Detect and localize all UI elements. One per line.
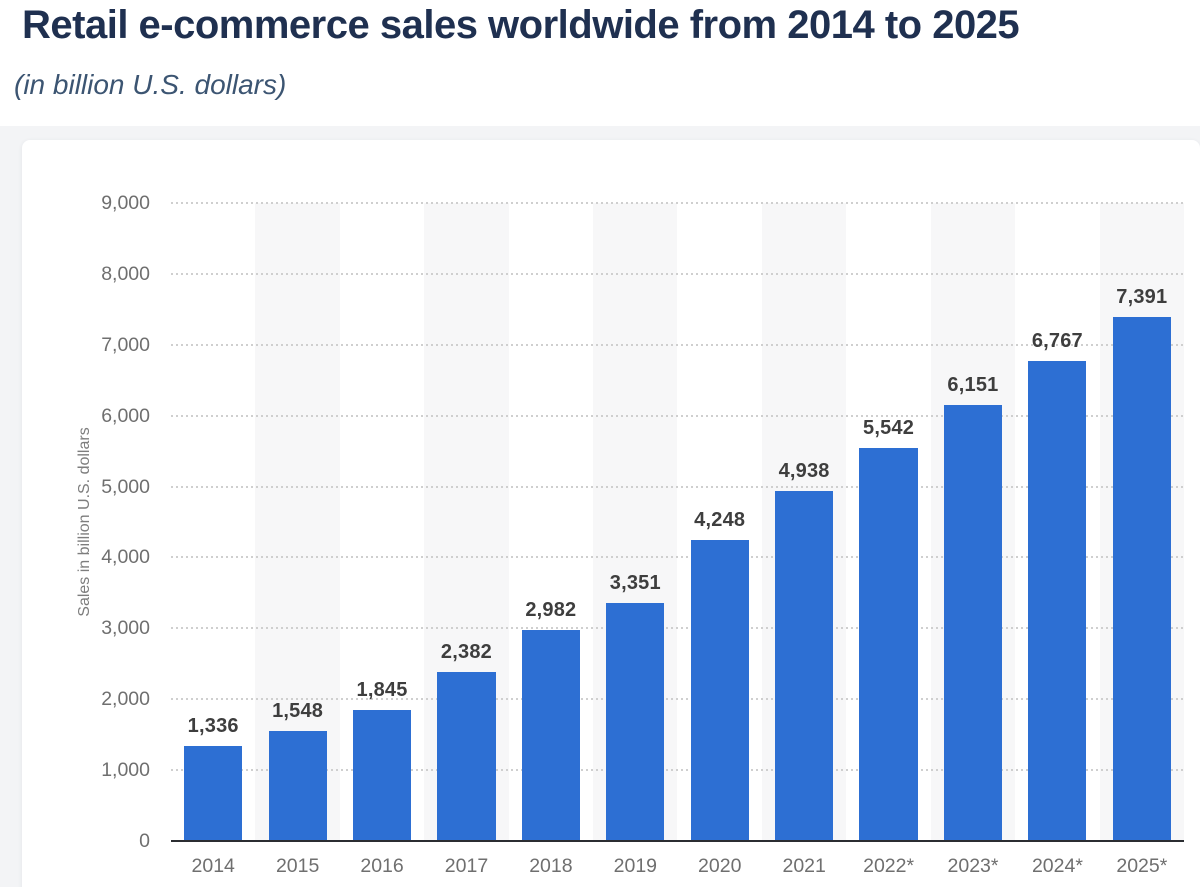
grid-line: [171, 556, 1184, 559]
chart-subtitle: (in billion U.S. dollars): [14, 69, 287, 100]
y-tick-label: 1,000: [101, 759, 150, 782]
x-tick-label: 2022*: [863, 855, 915, 877]
bar[interactable]: [775, 490, 834, 841]
y-tick-label: 7,000: [101, 333, 150, 356]
bar-value-label: 6,151: [947, 373, 999, 396]
x-tick-label: 2024*: [1031, 855, 1083, 877]
bar-value-label: 5,542: [863, 417, 915, 440]
bar[interactable]: [606, 603, 665, 841]
bar-value-label: 6,767: [1031, 330, 1083, 353]
grid-line: [171, 627, 1184, 630]
bar-value-label: 4,938: [778, 459, 830, 482]
grid-line: [171, 272, 1184, 275]
bar[interactable]: [184, 746, 243, 841]
chart-card: Sales in billion U.S. dollars 0 1,000 2,00…: [22, 140, 1200, 887]
grid-line: [171, 698, 1184, 701]
grid-line: [171, 485, 1184, 488]
x-tick-label: 2025*: [1116, 855, 1168, 877]
y-tick-label: 6,000: [101, 404, 150, 427]
bar-value-label: 1,336: [187, 715, 239, 738]
bar-value-label: 2,982: [525, 598, 577, 621]
y-tick-label: 8,000: [101, 262, 150, 285]
x-tick-label: 2019: [613, 855, 658, 877]
y-axis-tick-labels: 0 1,000 2,000 3,000 4,000 5,000 6,000 7,000 8,00…: [22, 192, 150, 863]
y-tick-label: 4,000: [101, 546, 150, 569]
chart-header: Retail e-commerce sales worldwide from 2…: [0, 0, 1200, 126]
grid-line: [171, 414, 1184, 417]
y-tick-label: 9,000: [101, 192, 150, 214]
x-tick-label: 2023*: [947, 855, 999, 877]
bar-value-label: 4,248: [694, 508, 746, 531]
grid-line: [171, 202, 1184, 204]
y-tick-label: 2,000: [101, 688, 150, 711]
bar[interactable]: [1028, 361, 1087, 841]
grid-line: [171, 769, 1184, 772]
bar-value-label: 2,382: [440, 641, 492, 664]
bar-value-label: 7,391: [1116, 286, 1168, 309]
bar[interactable]: [521, 629, 580, 841]
y-tick-label: 5,000: [101, 475, 150, 498]
x-tick-label: 2020: [698, 855, 742, 877]
x-tick-label: 2018: [529, 855, 573, 877]
bar[interactable]: [352, 710, 412, 841]
bar[interactable]: [690, 539, 749, 841]
bar-value-label: 1,845: [356, 679, 408, 702]
x-axis-tick-labels: 2014 2015 2016 2017 2018 2019 2020 2021 2022* 202…: [171, 853, 1184, 879]
x-axis-line: [171, 840, 1184, 842]
x-tick-label: 2014: [191, 855, 235, 877]
bar[interactable]: [268, 731, 327, 841]
bar-value-label: 1,548: [272, 700, 324, 723]
plot-area: 1,336 1,548 1,845 2,382 2,982 3,351 4,248 4,938…: [171, 202, 1184, 842]
x-tick-label: 2017: [444, 855, 489, 877]
x-tick-label: 2016: [360, 855, 404, 877]
chart-title: Retail e-commerce sales worldwide from 2…: [22, 3, 1020, 47]
x-tick-label: 2015: [275, 855, 320, 877]
y-tick-label: 3,000: [101, 617, 150, 640]
grid-line: [171, 343, 1184, 346]
bar-value-label: 3,351: [609, 572, 661, 595]
y-tick-label: 0: [139, 830, 150, 852]
bar[interactable]: [859, 448, 918, 841]
x-tick-label: 2021: [782, 855, 826, 877]
bar[interactable]: [1112, 317, 1171, 841]
bar[interactable]: [943, 404, 1003, 841]
bar[interactable]: [437, 672, 496, 841]
